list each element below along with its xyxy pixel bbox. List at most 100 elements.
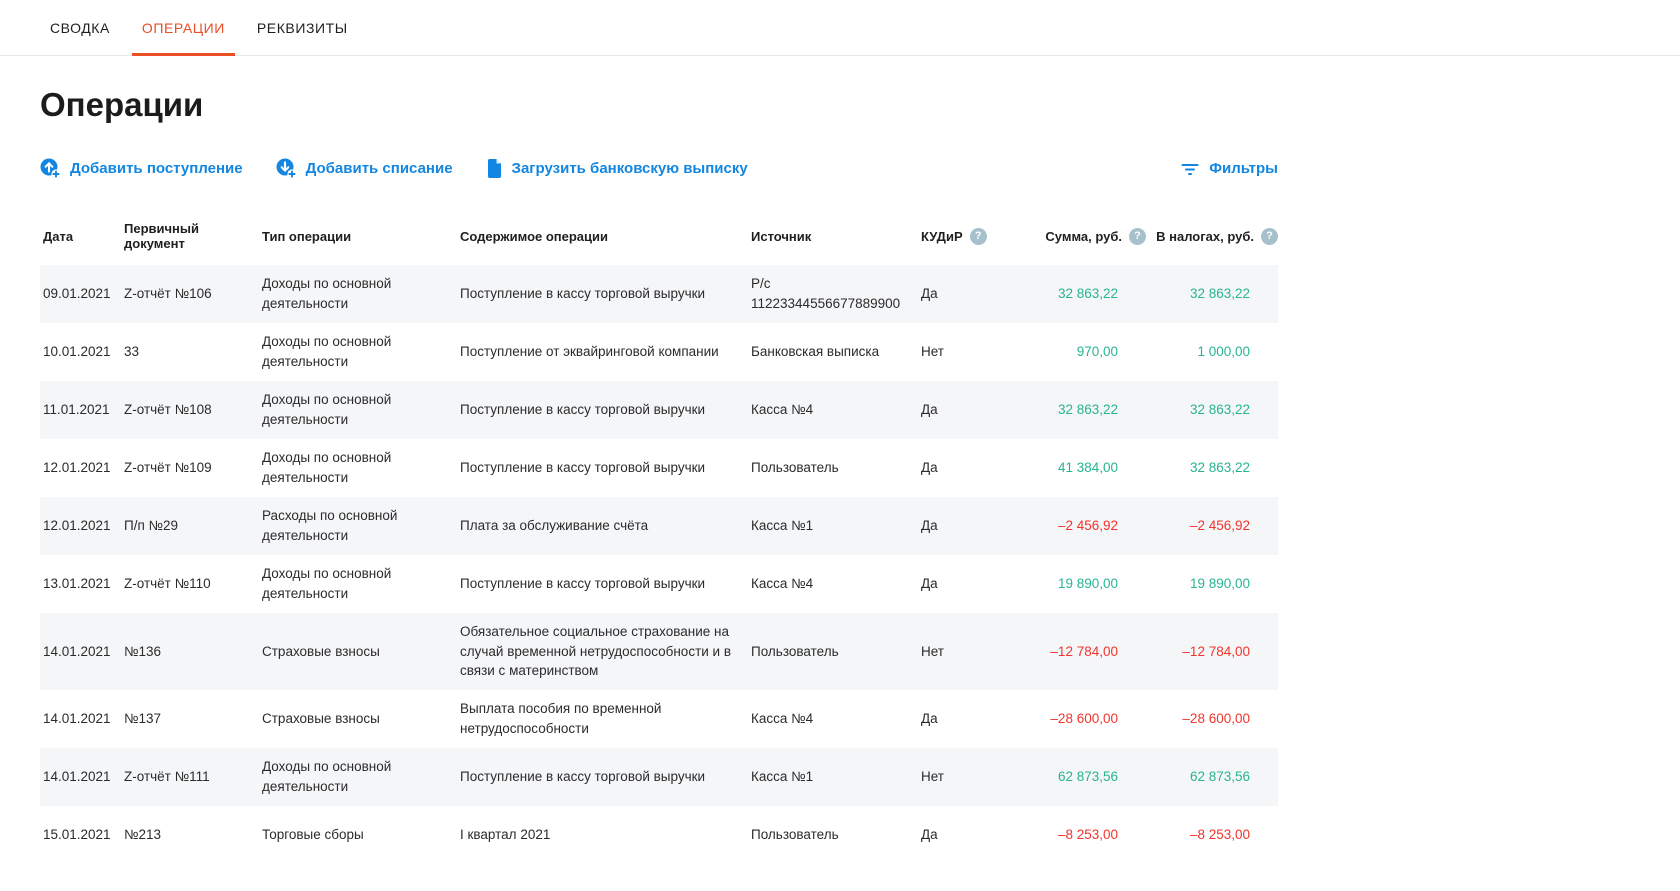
cell-document: №136: [124, 633, 262, 671]
cell-date: 14.01.2021: [43, 758, 124, 796]
cell-content: Поступление в кассу торговой выручки: [460, 565, 751, 603]
filters-button[interactable]: Фильтры: [1180, 159, 1278, 179]
question-circle-icon[interactable]: ?: [1261, 228, 1278, 245]
cell-kudir: Да: [921, 449, 1021, 487]
table-row[interactable]: 14.01.2021№136Страховые взносыОбязательн…: [40, 613, 1278, 690]
cell-source: Касса №4: [751, 565, 921, 603]
question-circle-icon[interactable]: ?: [1129, 228, 1146, 245]
cell-content: Выплата пособия по временной нетрудоспос…: [460, 690, 751, 747]
table-row[interactable]: 14.01.2021Z-отчёт №111Доходы по основной…: [40, 748, 1278, 806]
cell-source: Касса №4: [751, 391, 921, 429]
table-row[interactable]: 10.01.202133Доходы по основной деятельно…: [40, 323, 1278, 381]
cell-document: Z-отчёт №111: [124, 758, 262, 796]
tab-summary[interactable]: СВОДКА: [40, 0, 120, 55]
cell-document: Z-отчёт №106: [124, 275, 262, 313]
cell-type: Страховые взносы: [262, 700, 460, 738]
cell-date: 12.01.2021: [43, 507, 124, 545]
add-expense-button[interactable]: Добавить списание: [276, 158, 453, 179]
table-body: 09.01.2021Z-отчёт №106Доходы по основной…: [40, 265, 1278, 864]
cell-sum: –28 600,00: [1021, 700, 1146, 738]
cell-type: Расходы по основной деятельности: [262, 497, 460, 554]
add-expense-label: Добавить списание: [306, 160, 453, 177]
column-label-sum: Сумма, руб.: [1045, 229, 1122, 244]
operations-table: ДатаПервичный документТип операцииСодерж…: [40, 221, 1278, 864]
column-label-kudir: КУДиР: [921, 229, 963, 244]
filters-label: Фильтры: [1209, 160, 1278, 177]
cell-content: I квартал 2021: [460, 816, 751, 854]
page-title: Операции: [40, 86, 1680, 124]
cell-content: Поступление в кассу торговой выручки: [460, 449, 751, 487]
cell-tax: –12 784,00: [1146, 633, 1278, 671]
cell-sum: –8 253,00: [1021, 816, 1146, 854]
cell-tax: 32 863,22: [1146, 391, 1278, 429]
cell-kudir: Да: [921, 816, 1021, 854]
arrow-up-circle-plus-icon: [40, 158, 61, 179]
tab-operations[interactable]: ОПЕРАЦИИ: [132, 0, 235, 55]
cell-content: Поступление от эквайринговой компании: [460, 333, 751, 371]
cell-type: Доходы по основной деятельности: [262, 555, 460, 612]
cell-type: Торговые сборы: [262, 816, 460, 854]
cell-source: Пользователь: [751, 816, 921, 854]
add-income-label: Добавить поступление: [70, 160, 243, 177]
cell-tax: 19 890,00: [1146, 565, 1278, 603]
document-icon: [486, 158, 503, 179]
cell-type: Доходы по основной деятельности: [262, 381, 460, 438]
tabs: СВОДКАОПЕРАЦИИРЕКВИЗИТЫ: [40, 0, 370, 55]
cell-content: Поступление в кассу торговой выручки: [460, 758, 751, 796]
cell-sum: –12 784,00: [1021, 633, 1146, 671]
upload-statement-label: Загрузить банковскую выписку: [512, 160, 748, 177]
table-row[interactable]: 12.01.2021Z-отчёт №109Доходы по основной…: [40, 439, 1278, 497]
cell-tax: –2 456,92: [1146, 507, 1278, 545]
cell-tax: –8 253,00: [1146, 816, 1278, 854]
cell-sum: 32 863,22: [1021, 391, 1146, 429]
actions-row: Добавить поступление Добавить списание: [40, 158, 1278, 179]
cell-sum: 62 873,56: [1021, 758, 1146, 796]
cell-tax: 62 873,56: [1146, 758, 1278, 796]
table-row[interactable]: 09.01.2021Z-отчёт №106Доходы по основной…: [40, 265, 1278, 323]
column-header-date: Дата: [43, 229, 124, 244]
cell-kudir: Нет: [921, 758, 1021, 796]
page: Операции Добавить поступление: [0, 86, 1680, 864]
cell-kudir: Нет: [921, 333, 1021, 371]
cell-content: Поступление в кассу торговой выручки: [460, 275, 751, 313]
cell-date: 11.01.2021: [43, 391, 124, 429]
table-row[interactable]: 13.01.2021Z-отчёт №110Доходы по основной…: [40, 555, 1278, 613]
cell-type: Доходы по основной деятельности: [262, 748, 460, 805]
upload-statement-button[interactable]: Загрузить банковскую выписку: [486, 158, 748, 179]
cell-type: Страховые взносы: [262, 633, 460, 671]
cell-document: №213: [124, 816, 262, 854]
table-row[interactable]: 11.01.2021Z-отчёт №108Доходы по основной…: [40, 381, 1278, 439]
cell-source: Касса №1: [751, 758, 921, 796]
cell-content: Плата за обслуживание счёта: [460, 507, 751, 545]
cell-kudir: Да: [921, 700, 1021, 738]
cell-source: Касса №1: [751, 507, 921, 545]
cell-tax: 32 863,22: [1146, 275, 1278, 313]
tab-details[interactable]: РЕКВИЗИТЫ: [247, 0, 358, 55]
cell-date: 12.01.2021: [43, 449, 124, 487]
cell-date: 09.01.2021: [43, 275, 124, 313]
cell-sum: 32 863,22: [1021, 275, 1146, 313]
cell-kudir: Да: [921, 275, 1021, 313]
question-circle-icon[interactable]: ?: [970, 228, 987, 245]
column-header-content: Содержимое операции: [460, 229, 751, 244]
table-row[interactable]: 14.01.2021№137Страховые взносыВыплата по…: [40, 690, 1278, 748]
tabs-bar: СВОДКАОПЕРАЦИИРЕКВИЗИТЫ: [0, 0, 1680, 56]
cell-document: Z-отчёт №109: [124, 449, 262, 487]
column-label-content: Содержимое операции: [460, 229, 608, 244]
cell-sum: 19 890,00: [1021, 565, 1146, 603]
cell-document: П/п №29: [124, 507, 262, 545]
cell-document: Z-отчёт №110: [124, 565, 262, 603]
cell-source: Р/с 11223344556677889900: [751, 265, 921, 322]
cell-source: Банковская выписка: [751, 333, 921, 371]
column-header-kudir: КУДиР?: [921, 228, 1021, 245]
column-label-date: Дата: [43, 229, 73, 244]
table-row[interactable]: 12.01.2021П/п №29Расходы по основной дея…: [40, 497, 1278, 555]
cell-sum: 41 384,00: [1021, 449, 1146, 487]
cell-document: 33: [124, 333, 262, 371]
cell-tax: –28 600,00: [1146, 700, 1278, 738]
cell-type: Доходы по основной деятельности: [262, 265, 460, 322]
add-income-button[interactable]: Добавить поступление: [40, 158, 243, 179]
cell-content: Обязательное социальное страхование на с…: [460, 613, 751, 690]
table-row[interactable]: 15.01.2021№213Торговые сборыI квартал 20…: [40, 806, 1278, 864]
cell-type: Доходы по основной деятельности: [262, 323, 460, 380]
